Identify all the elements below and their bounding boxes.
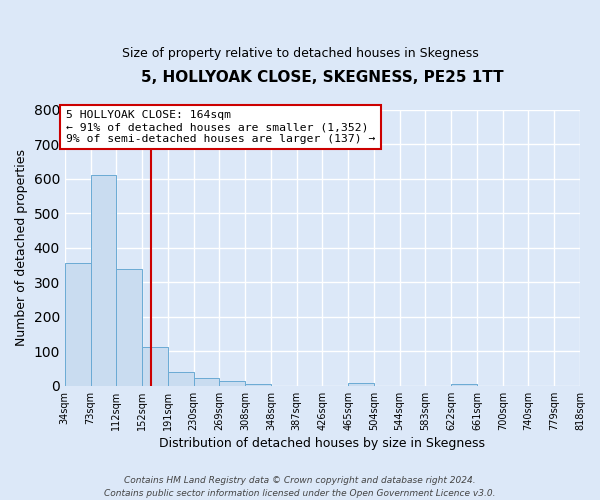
X-axis label: Distribution of detached houses by size in Skegness: Distribution of detached houses by size … [160, 437, 485, 450]
Title: 5, HOLLYOAK CLOSE, SKEGNESS, PE25 1TT: 5, HOLLYOAK CLOSE, SKEGNESS, PE25 1TT [141, 70, 504, 85]
Bar [245, 384, 271, 386]
Bar [220, 380, 245, 386]
Bar [348, 384, 374, 386]
Text: Contains HM Land Registry data © Crown copyright and database right 2024.
Contai: Contains HM Land Registry data © Crown c… [104, 476, 496, 498]
Bar [168, 372, 194, 386]
Bar [65, 264, 91, 386]
Bar [194, 378, 220, 386]
Text: Size of property relative to detached houses in Skegness: Size of property relative to detached ho… [122, 48, 478, 60]
Bar [116, 268, 142, 386]
Bar [451, 384, 477, 386]
Text: 5 HOLLYOAK CLOSE: 164sqm
← 91% of detached houses are smaller (1,352)
9% of semi: 5 HOLLYOAK CLOSE: 164sqm ← 91% of detach… [66, 110, 376, 144]
Y-axis label: Number of detached properties: Number of detached properties [15, 150, 28, 346]
Bar [142, 347, 168, 386]
Bar [91, 176, 116, 386]
